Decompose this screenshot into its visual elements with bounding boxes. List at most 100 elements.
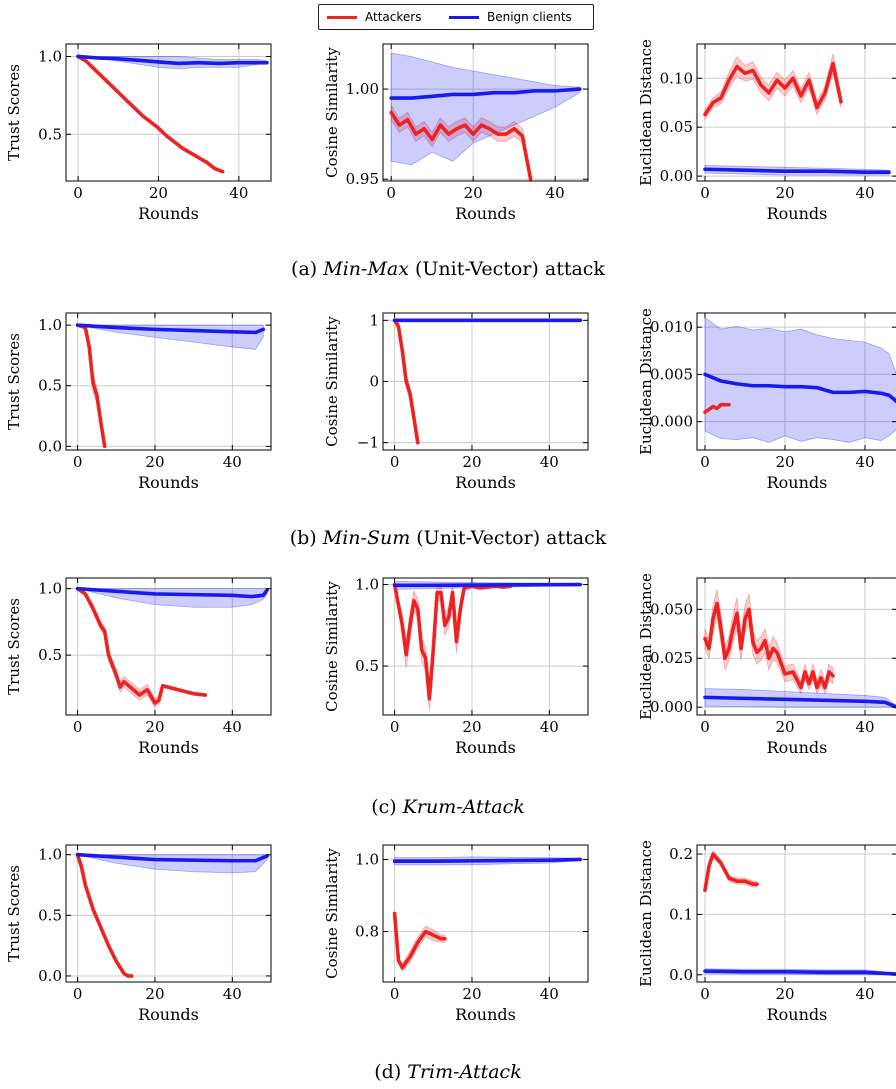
axes-frame [65,43,272,182]
y-tick-label-0: −1 [357,434,379,452]
series-line-benign-clients [389,87,582,100]
y-axis-label: Cosine Similarity [323,47,341,178]
series-line-attackers [703,402,731,415]
y-tick-label-1: 0.05 [660,118,693,136]
x-tick-label-0: 0 [73,985,83,1003]
band-benign-clients [390,52,581,166]
y-tick-label-0: 0.95 [346,170,379,188]
x-tick-label-1: 20 [145,985,164,1003]
axes-frame [65,312,272,451]
series-line-benign-clients [703,695,896,709]
y-axis-label: Trust Scores [5,865,23,962]
y-axis-label: Trust Scores [5,64,23,161]
x-axis-label: Rounds [138,204,199,223]
x-tick-label-2: 40 [223,718,242,736]
x-tick-label-2: 40 [540,718,559,736]
axes-frame [696,43,896,182]
y-tick-label-0: 0.0 [38,437,62,455]
series-line-benign-clients [75,323,266,335]
legend-item-benign: Benign clients [449,10,572,24]
x-axis-label: Rounds [767,473,828,492]
x-tick-label-0: 0 [700,718,710,736]
y-tick-label-2: 0.050 [650,600,693,618]
y-tick-label-0: 0.0 [38,967,62,985]
y-tick-label-0: 0.8 [355,923,379,941]
plot-area [75,852,269,978]
subplot-3-2: 0 20 40 0.0 0.1 0.2 Rounds Euclidean Distance [637,840,896,1024]
plot-area [75,323,266,449]
series-line-attackers [389,110,533,181]
legend-swatch-attackers [327,15,357,19]
y-tick-label-1: 0 [369,373,379,391]
y-tick-label-1: 0.5 [38,377,62,395]
caption-a: (a) Min-Max (Unit-Vector) attack [291,258,605,280]
plot-area [703,316,896,443]
y-axis-label: Euclidean Distance [637,308,655,455]
plot-area [389,52,582,181]
x-tick-label-1: 20 [462,718,481,736]
band-attackers [390,103,531,181]
y-tick-label-2: 0.010 [650,318,693,336]
axes-frame [696,312,896,451]
y-tick-label-1: 0.5 [38,906,62,924]
y-axis-label: Euclidean Distance [637,840,655,987]
axes-frame [65,577,272,716]
x-tick-label-1: 20 [149,184,168,202]
series-line-attackers [75,323,107,449]
series-line-benign-clients [392,857,583,864]
plot-area [75,586,269,708]
caption-c: (c) Krum-Attack [371,796,525,818]
y-tick-label-1: 0.025 [650,649,693,667]
y-tick-label-1: 0.1 [669,905,693,923]
x-axis-label: Rounds [138,738,199,757]
series-line-attackers [703,852,759,893]
plot-area [392,580,583,711]
plot-area [392,318,583,445]
series-line-benign-clients [703,167,891,174]
axes-frame [696,577,896,716]
y-tick-label-0: 0.0 [669,966,693,984]
series-line-attackers [703,601,835,690]
x-axis-label: Rounds [455,473,516,492]
y-axis-label: Euclidean Distance [637,573,655,720]
y-tick-label-1: 1.0 [355,576,379,594]
axes-frame [382,844,589,983]
subplot-1-1: 0 20 40 −1 0 1 Rounds Cosine Similarity [323,311,589,492]
series-line-benign-clients [392,582,583,588]
legend-label-attackers: Attackers [365,10,422,24]
x-tick-label-2: 40 [223,453,242,471]
series-line-attackers [392,582,513,701]
series-line-attackers [75,586,208,705]
x-tick-label-1: 20 [145,718,164,736]
subplot-2-0: 0 20 40 0.5 1.0 Rounds Trust Scores [5,577,272,757]
y-tick-label-0: 0.5 [38,125,62,143]
series-line-benign-clients [703,372,896,404]
y-axis-label: Cosine Similarity [323,848,341,979]
y-tick-label-0: 0.5 [355,657,379,675]
subplot-1-0: 0 20 40 0.0 0.5 1.0 Rounds Trust Scores [5,312,272,492]
series-line-benign-clients [75,852,269,863]
series-line-attackers [392,318,420,445]
x-tick-label-2: 40 [855,718,874,736]
subplot-1-2: 0 20 40 0.000 0.005 0.010 Rounds Euclidean Dist… [637,308,896,492]
y-axis-label: Euclidean Distance [637,39,655,186]
subplot-0-2: 0 20 40 0.00 0.05 0.10 Rounds Euclidean Distanc… [637,39,896,223]
axes-frame [65,844,272,983]
y-axis-label: Trust Scores [5,333,23,430]
y-tick-label-1: 0.005 [650,365,693,383]
caption-d: (d) Trim-Attack [374,1061,522,1083]
plot-area [703,850,896,976]
x-tick-label-2: 40 [540,453,559,471]
x-tick-label-1: 20 [462,985,481,1003]
y-tick-label-0: 0.00 [660,167,693,185]
subplot-0-0: 0 20 40 0.5 1.0 Rounds Trust Scores [5,43,272,223]
x-axis-label: Rounds [138,1005,199,1024]
series-line-attackers [76,54,225,174]
axes-frame [382,577,589,716]
legend: Attackers Benign clients [318,4,594,30]
plot-area [76,54,269,174]
x-tick-label-0: 0 [386,184,396,202]
y-tick-label-2: 0.2 [669,845,693,863]
x-axis-label: Rounds [138,473,199,492]
